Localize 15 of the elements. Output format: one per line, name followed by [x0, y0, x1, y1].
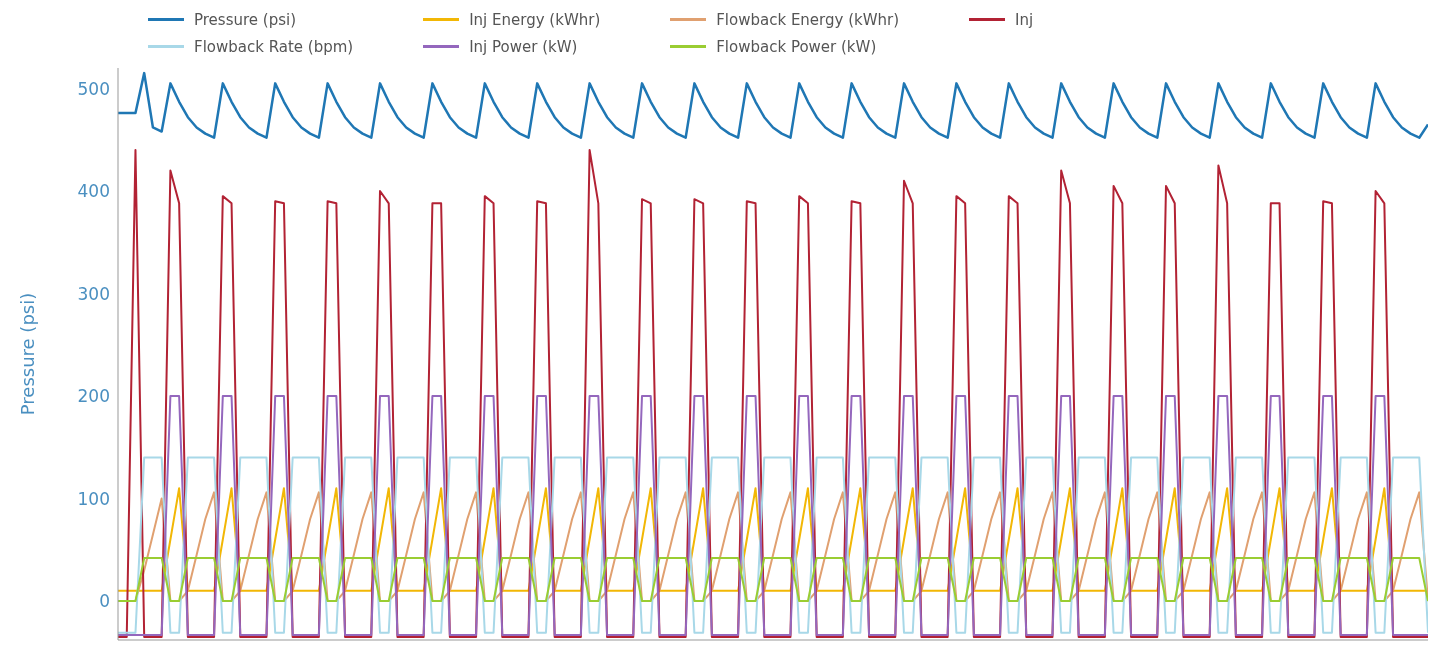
legend-label: Inj Power (kW) [469, 37, 578, 56]
y-tick-label: 100 [77, 488, 110, 509]
y-tick-label: 300 [77, 283, 110, 304]
y-tick-label: 200 [77, 386, 110, 407]
y-tick-label: 0 [99, 591, 110, 612]
legend-label: Flowback Rate (bpm) [194, 37, 354, 56]
legend-label: Inj [1015, 10, 1034, 29]
legend-label: Flowback Power (kW) [716, 37, 877, 56]
legend-label: Inj Energy (kWhr) [469, 10, 601, 29]
legend-label: Flowback Energy (kWhr) [716, 10, 900, 29]
y-tick-label: 500 [77, 78, 110, 99]
legend-label: Pressure (psi) [194, 10, 297, 29]
y-axis-title: Pressure (psi) [17, 292, 39, 416]
y-tick-label: 400 [77, 181, 110, 202]
line-series [116, 71, 1428, 139]
